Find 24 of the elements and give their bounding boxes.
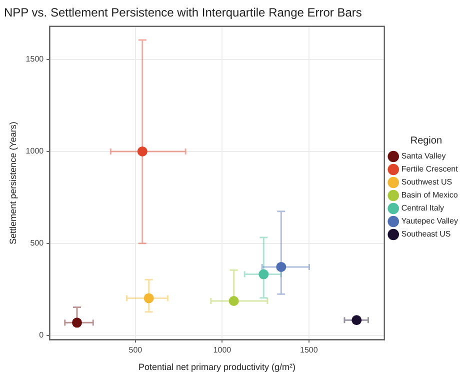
point	[228, 296, 239, 306]
point	[144, 293, 154, 304]
y-axis-title: Settlement persistence (Years)	[8, 122, 18, 244]
legend-label: Santa Valley	[401, 152, 446, 161]
point	[137, 146, 148, 156]
legend-label: Yautepec Valley	[401, 216, 458, 226]
legend-label: Southeast US	[401, 230, 451, 239]
x-tick-label: 1500	[300, 346, 318, 355]
x-axis-title: Potential net primary productivity (g/m²)	[138, 362, 296, 372]
point	[72, 318, 82, 328]
x-tick-label: 1000	[213, 346, 232, 355]
x-tick-label: 500	[128, 346, 143, 355]
y-tick-label: 1500	[26, 54, 44, 64]
legend-label: Central Italy	[401, 204, 444, 213]
point	[276, 262, 286, 272]
y-tick-label: 500	[30, 238, 44, 248]
point	[258, 269, 269, 280]
legend-label: Basin of Mexico	[401, 190, 458, 200]
y-tick-label: 0	[39, 330, 44, 340]
chart-title: NPP vs. Settlement Persistence with Interquartile Range Error Bars	[4, 6, 362, 20]
legend-label: Fertile Crescent	[401, 164, 459, 174]
legend-title: Region	[410, 135, 442, 146]
legend-label: Southwest US	[401, 178, 452, 187]
y-tick-label: 1000	[26, 146, 44, 156]
